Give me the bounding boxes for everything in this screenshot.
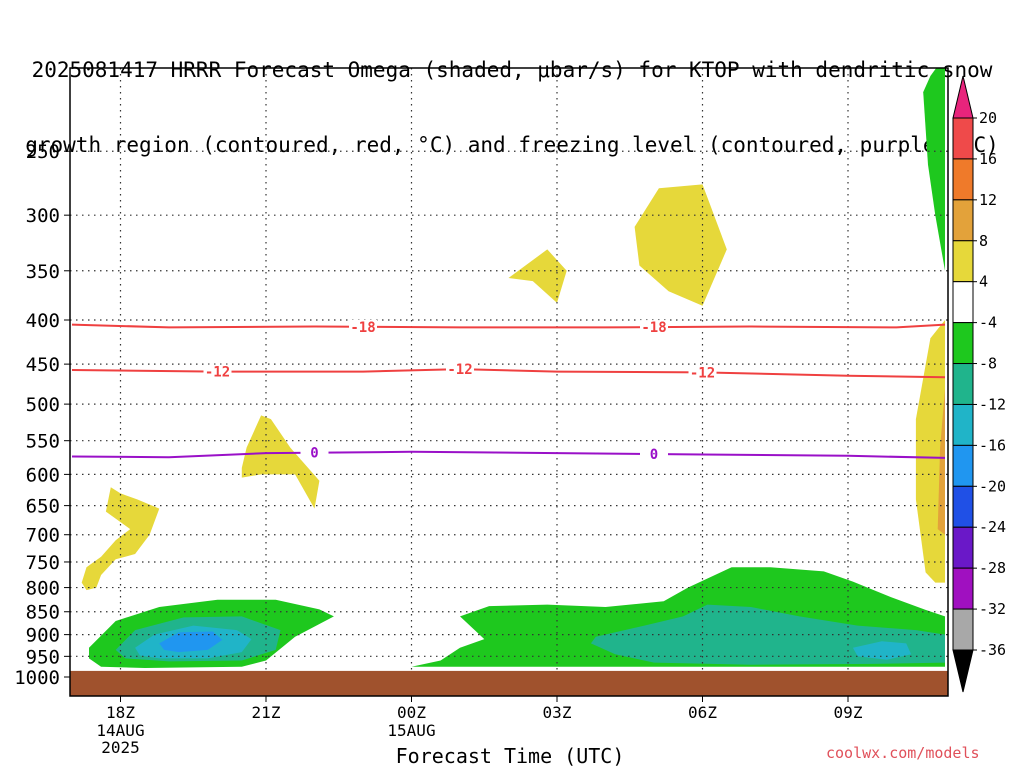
contour-layer: -18 -18 -12 -12 -12 0 0	[71, 319, 946, 463]
contour-label-bg	[688, 365, 717, 380]
y-tick-label: 900	[26, 625, 60, 647]
colorbar-swatch	[952, 281, 974, 324]
colorbar-label: -24	[979, 518, 1006, 536]
omega-region-4	[508, 249, 567, 303]
shaded-omega-layer	[81, 68, 945, 668]
colorbar-swatch	[952, 117, 974, 160]
y-tick-label: 1000	[14, 667, 60, 689]
contour-label: -12	[447, 362, 472, 378]
colorbar-swatch	[952, 240, 974, 283]
colorbar-label: -20	[979, 477, 1006, 495]
y-tick-label: 850	[26, 602, 60, 624]
colorbar-label: -8	[979, 355, 997, 373]
omega-region-4	[915, 320, 945, 583]
omega-region--4	[923, 68, 945, 271]
colorbar: 20 16 12 8 4 -4 -8 -12 -16 -20 -24 -28 -32 -36	[952, 75, 1006, 693]
x-tick-label: 21Z	[252, 703, 281, 722]
x-tick-label: 03Z	[543, 703, 572, 722]
x-tick-sublabel: 15AUG	[387, 721, 435, 740]
contour-label-bg	[640, 320, 668, 335]
omega-region-4	[634, 184, 727, 306]
contour-label: 0	[310, 446, 318, 462]
colorbar-swatch	[952, 199, 974, 242]
colorbar-top-arrow	[952, 75, 974, 119]
colorbar-label: -4	[979, 314, 997, 332]
colorbar-swatch	[952, 403, 974, 446]
x-tick-sublabel: 14AUG	[96, 721, 144, 740]
colorbar-swatch	[952, 608, 974, 651]
y-tick-label: 350	[26, 261, 60, 283]
colorbar-swatch	[952, 444, 974, 487]
contour-label-bg	[349, 319, 377, 334]
y-tick-label: 700	[26, 525, 60, 547]
ground-fill	[70, 670, 948, 696]
y-tick-label: 250	[26, 141, 60, 163]
omega-region--12	[852, 641, 912, 660]
colorbar-label: -28	[979, 559, 1006, 577]
x-tick-label: 06Z	[688, 703, 717, 722]
y-tick-label: 950	[26, 646, 60, 668]
colorbar-swatch	[952, 526, 974, 569]
colorbar-label: 20	[979, 109, 997, 127]
chart-title-line-1: 2025081417 HRRR Forecast Omega (shaded, …	[31, 58, 993, 82]
colorbar-swatch	[952, 322, 974, 365]
contour-label-bg	[300, 445, 329, 460]
colorbar-swatch	[952, 567, 974, 610]
y-axis-ticks: 2503003504004505005506006507007508008509…	[14, 141, 70, 689]
y-tick-label: 750	[26, 552, 60, 574]
contour-label: -12	[690, 365, 715, 381]
contour-label: 0	[650, 447, 658, 463]
watermark-link[interactable]: coolwx.com/models	[826, 744, 980, 762]
omega-region-4	[81, 487, 160, 591]
colorbar-label: -16	[979, 436, 1006, 454]
y-tick-label: 450	[26, 354, 60, 376]
colorbar-bottom-arrow	[952, 649, 974, 693]
colorbar-label: 16	[979, 150, 997, 168]
chart-title: 2025081417 HRRR Forecast Omega (shaded, …	[0, 8, 1024, 183]
colorbar-swatch	[952, 363, 974, 405]
x-axis-title: Forecast Time (UTC)	[395, 744, 625, 768]
omega-region--16	[159, 631, 223, 653]
contour-label: -18	[350, 320, 375, 336]
plot-frame	[69, 67, 949, 697]
y-tick-label: 400	[26, 310, 60, 332]
y-tick-label: 800	[26, 578, 60, 600]
x-tick-sublabel: 2025	[101, 738, 140, 757]
grid-lines	[70, 68, 948, 696]
contour-label-bg	[446, 362, 474, 377]
colorbar-label: -36	[979, 641, 1006, 659]
colorbar-swatch	[952, 158, 974, 201]
contour-label-bg	[203, 364, 232, 379]
colorbar-label: -32	[979, 600, 1006, 618]
y-tick-label: 300	[26, 205, 60, 227]
chart-title-line-2: growth region (contoured, red, °C) and f…	[25, 133, 999, 157]
colorbar-label: 12	[979, 191, 997, 209]
colorbar-label: 4	[979, 273, 988, 291]
colorbar-swatch	[952, 485, 974, 528]
contour-label-bg	[640, 447, 668, 462]
x-tick-label: 18Z	[106, 703, 135, 722]
contour-line--12	[71, 368, 946, 379]
y-tick-label: 600	[26, 464, 60, 486]
y-tick-label: 500	[26, 394, 60, 416]
y-tick-label: 550	[26, 431, 60, 453]
colorbar-label: 8	[979, 232, 988, 250]
contour-line-0	[71, 450, 946, 459]
y-tick-label: 650	[26, 496, 60, 518]
omega-region-8	[937, 388, 945, 535]
contour-label: -12	[205, 365, 230, 381]
x-tick-label: 09Z	[834, 703, 863, 722]
omega-region-4	[241, 415, 320, 509]
colorbar-label: -12	[979, 395, 1006, 413]
contour-label: -18	[641, 320, 666, 336]
ground-layer	[70, 670, 948, 696]
contour-line--18	[71, 323, 946, 329]
x-tick-label: 00Z	[397, 703, 426, 722]
